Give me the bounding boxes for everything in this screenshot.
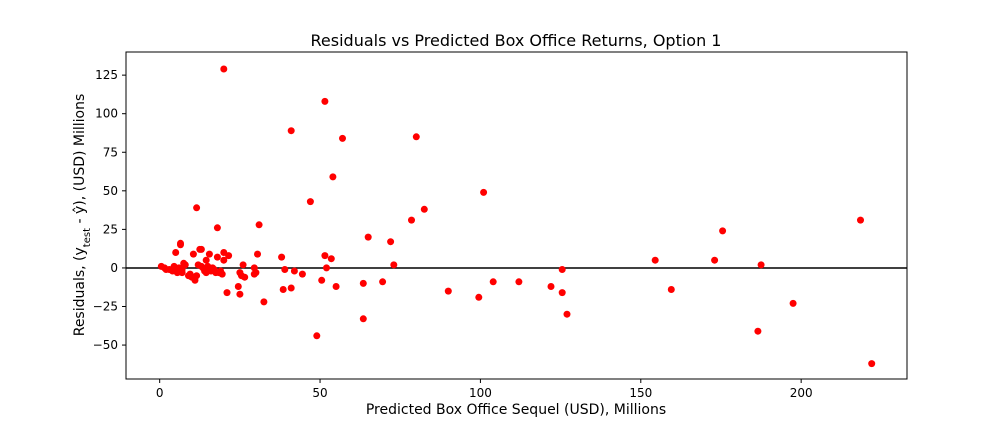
chart-title: Residuals vs Predicted Box Office Return… [311,31,722,50]
data-point [278,253,286,261]
data-point [359,315,367,323]
data-point [558,266,566,273]
data-point [193,272,201,280]
data-point [379,278,387,286]
data-point [202,256,210,264]
data-point [318,276,326,284]
data-point [332,283,340,290]
data-point [254,250,261,258]
data-point [239,261,247,269]
plot-area [125,51,908,380]
data-point [213,224,221,232]
y-axis-label-subscript: test [82,228,93,247]
data-point [241,273,249,281]
y-tick-label: 100 [95,107,118,121]
data-point [420,205,428,213]
data-point [323,264,330,272]
data-point [287,127,295,135]
data-point [757,261,765,269]
x-tick-label: 100 [469,386,492,400]
data-point [390,261,398,269]
data-point [711,256,719,264]
data-point [220,256,228,264]
y-tick-label: −25 [93,300,118,314]
x-axis-ticks: 0 50 100 150 200 [156,379,813,400]
data-point [298,270,306,278]
data-point [234,283,242,290]
x-tick-label: 50 [312,386,327,400]
data-point [412,133,420,141]
y-tick-label: 25 [103,222,118,236]
data-point [480,188,488,196]
data-point [719,227,727,235]
y-axis-label-part-2: - ŷ), (USD) Millions [72,94,88,228]
y-tick-label: 0 [110,261,118,275]
data-point [197,245,205,253]
data-point [193,204,201,212]
scatter-points [157,65,876,368]
y-tick-label: 125 [95,68,118,82]
data-point [189,250,197,258]
data-point [172,249,180,256]
data-point [281,266,289,273]
data-point [177,239,184,247]
data-point [181,261,189,269]
data-point [321,252,329,260]
data-point [255,221,263,229]
data-point [857,216,864,224]
data-point [339,134,346,142]
y-tick-label: 50 [103,184,118,198]
data-point [667,286,675,293]
data-point [547,283,555,290]
data-point [789,299,797,307]
data-point [223,289,231,297]
data-point [306,198,314,206]
data-point [754,327,762,335]
data-point [359,279,367,287]
data-point [252,269,260,277]
y-axis-label: Residuals, (ytest - ŷ), (USD) Millions [72,94,93,337]
x-axis-label: Predicted Box Office Sequel (USD), Milli… [366,402,666,418]
y-tick-label: 75 [103,145,118,159]
x-tick-label: 200 [790,386,813,400]
data-point [558,289,566,297]
x-tick-label: 150 [629,386,652,400]
data-point [364,233,372,241]
y-axis-ticks: −50 −25 0 25 50 75 100 125 [93,68,126,352]
data-point [475,293,483,301]
data-point [287,284,295,292]
data-point [489,278,497,286]
data-point [329,173,337,181]
y-axis-label-part-1: Residuals, (y [72,247,88,336]
data-point [225,252,233,260]
data-point [651,256,659,264]
data-point [387,238,395,246]
data-point [321,97,329,105]
data-point [279,286,287,293]
data-point [290,267,298,275]
data-point [205,250,213,258]
data-point [868,360,876,368]
data-point [260,298,268,306]
data-point [236,290,244,298]
y-tick-label: −50 [93,338,118,352]
data-point [327,255,335,263]
data-point [563,310,571,318]
x-tick-label: 0 [156,386,164,400]
data-point [515,278,523,286]
data-point [444,287,452,295]
data-point [220,65,228,73]
data-point [313,332,321,340]
data-point [408,216,415,224]
data-point [218,270,226,278]
data-point [213,253,221,261]
